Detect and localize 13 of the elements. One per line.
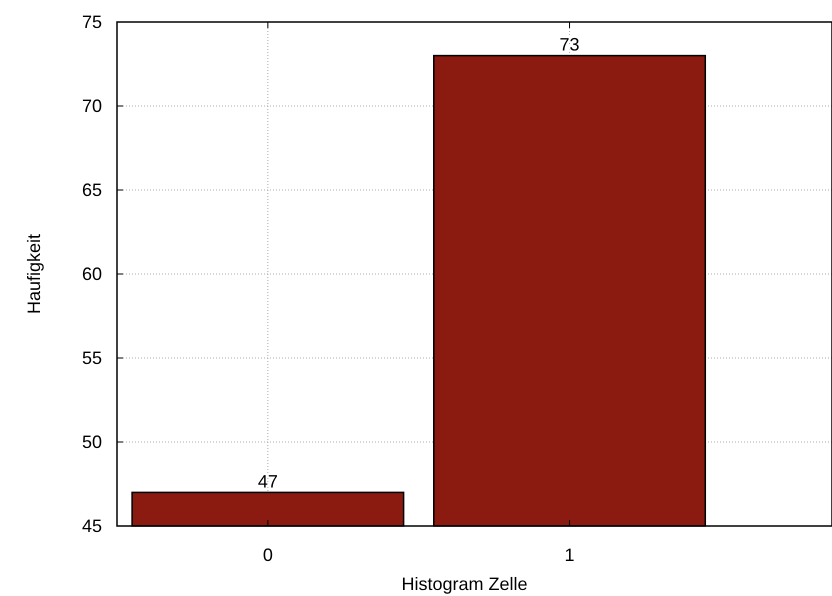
y-tick-label: 65: [82, 180, 102, 200]
y-axis-title: Haufigkeit: [24, 234, 44, 314]
x-axis-title: Histogram Zelle: [401, 574, 528, 594]
y-tick-label: 45: [82, 516, 102, 536]
y-tick-label: 60: [82, 264, 102, 284]
x-tick-label: 0: [262, 545, 273, 565]
data-label: 73: [560, 34, 580, 55]
x-tick-label: 1: [564, 545, 575, 565]
data-label: 47: [258, 471, 278, 492]
y-tick-label: 50: [82, 432, 102, 452]
y-tick-label: 75: [82, 12, 102, 32]
y-tick-label: 55: [82, 348, 102, 368]
y-tick-label: 70: [82, 96, 102, 116]
